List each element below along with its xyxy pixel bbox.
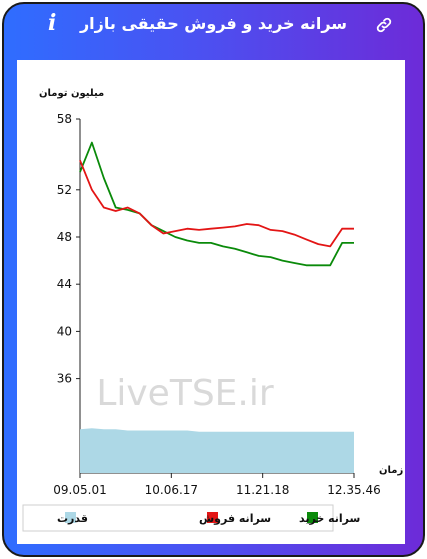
y-tick-label: 48: [57, 230, 72, 244]
x-tick-label: 10.06.17: [145, 483, 198, 497]
y-tick-label: 52: [57, 183, 72, 197]
legend-swatch: [307, 512, 318, 523]
watermark: LiveTSE.ir: [96, 373, 274, 414]
y-tick-label: 44: [57, 277, 72, 291]
x-tick-label: 11.21.18: [236, 483, 289, 497]
widget-header: i سرانه خرید و فروش حقیقی بازار: [4, 4, 423, 44]
legend-swatch: [207, 512, 218, 523]
info-icon[interactable]: i: [48, 10, 57, 36]
series-line-sell: [79, 159, 354, 248]
y-tick-label: 36: [57, 372, 72, 386]
x-axis-label: زمان: [379, 465, 403, 476]
y-tick-label: 58: [57, 112, 72, 126]
widget-title: سرانه خرید و فروش حقیقی بازار: [79, 14, 348, 33]
legend-label: سرانه فروش: [199, 512, 271, 525]
x-tick-label: 09.05.01: [53, 483, 106, 497]
legend-swatch: [65, 512, 76, 523]
link-icon[interactable]: [375, 16, 393, 34]
chart-panel: میلیون تومان زمان LiveTSE.ir 36 40 44 48 52 5…: [17, 60, 405, 544]
chart: میلیون تومان زمان LiveTSE.ir 36 40 44 48 52 5…: [22, 88, 403, 532]
series-line-buy: [79, 141, 354, 267]
x-tick-label: 12.35.46: [327, 483, 380, 497]
series-area-power: [80, 428, 354, 473]
legend-label: قدرت: [57, 512, 88, 525]
y-tick-label: 40: [57, 324, 72, 338]
legend-label: سرانه خرید: [299, 512, 360, 525]
y-axis-label: میلیون تومان: [39, 88, 104, 99]
